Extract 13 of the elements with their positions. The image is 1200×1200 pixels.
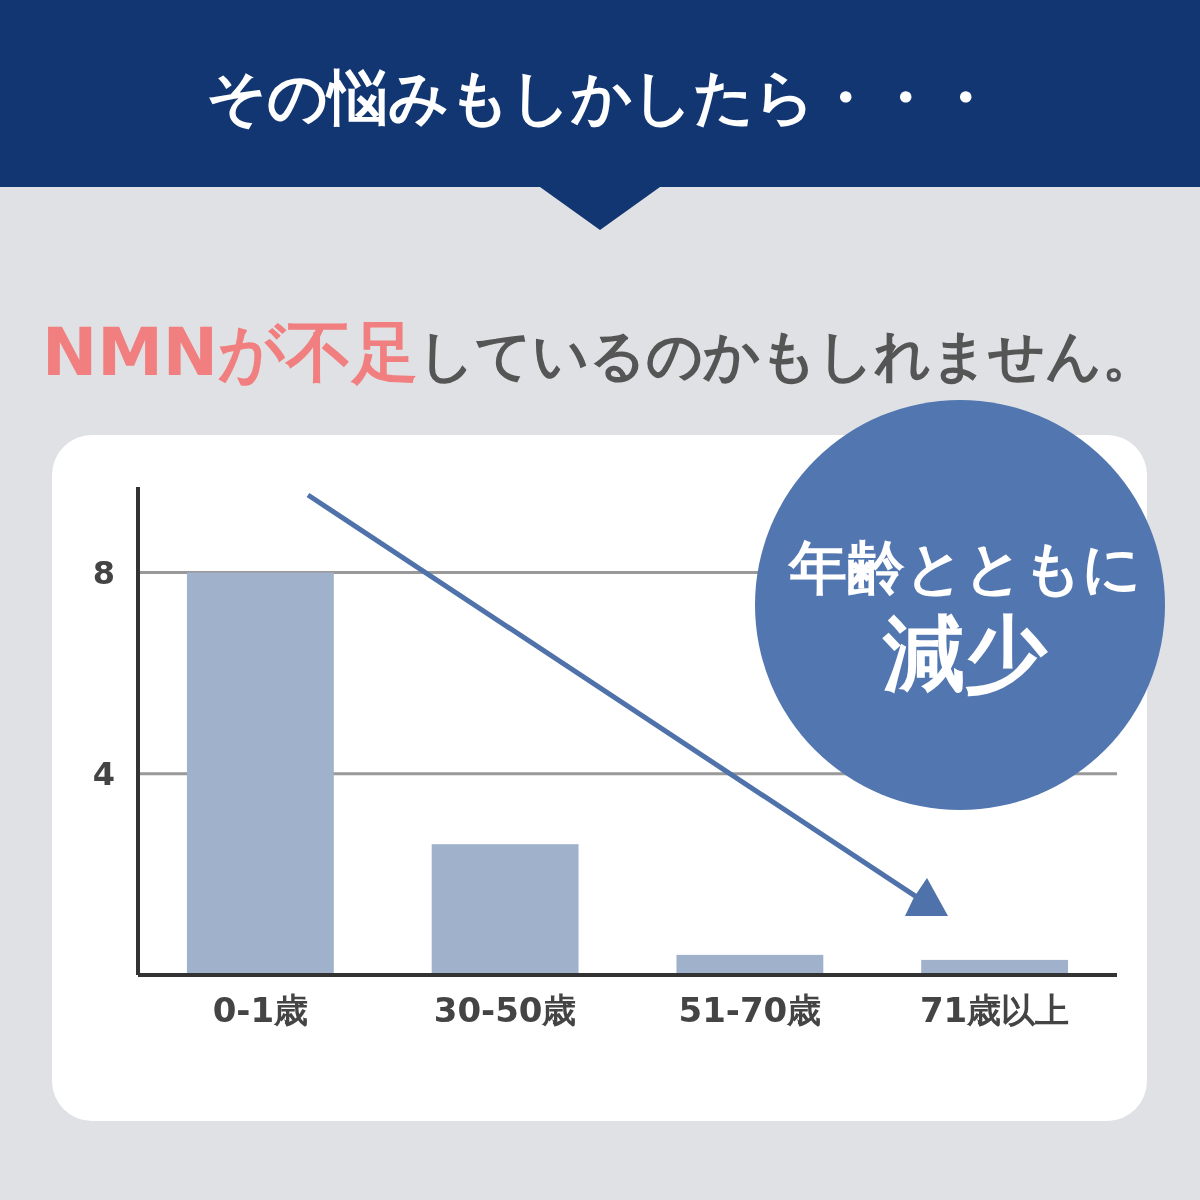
x-tick-label: 71歳以上 — [919, 990, 1070, 1030]
y-tick-label: 8 — [92, 553, 115, 592]
bar — [676, 954, 824, 975]
chart-title: その悩みもしかしたら・・・ — [205, 62, 995, 132]
chart-subtitle: NMNが不足しているのかもしれません。 — [41, 314, 1159, 391]
x-tick-label: 30-50歳 — [433, 990, 577, 1030]
bar — [431, 844, 579, 975]
x-tick-label: 51-70歳 — [678, 990, 822, 1030]
annotation: 年齢とともに — [787, 534, 1141, 602]
annotation: 減少 — [882, 606, 1048, 701]
bar — [186, 572, 334, 975]
y-tick-label: 4 — [92, 754, 115, 793]
x-tick-label: 0-1歳 — [212, 990, 309, 1030]
